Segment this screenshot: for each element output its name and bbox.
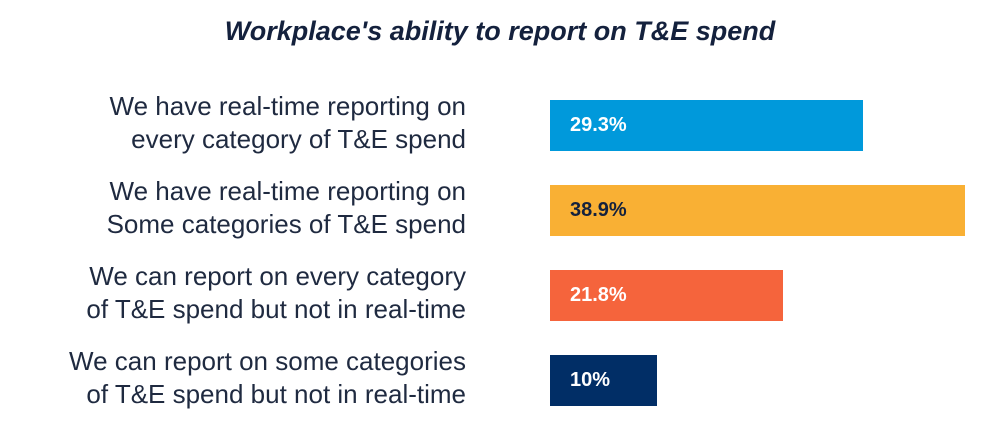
data-label: 38.9% <box>570 199 627 221</box>
data-label: 21.8% <box>570 284 627 306</box>
category-label-line: We can report on some categories <box>69 346 466 376</box>
category-label-line: of T&E spend but not in real-time <box>86 379 466 409</box>
chart-title: Workplace's ability to report on T&E spe… <box>224 16 776 46</box>
category-label-line: We have real-time reporting on <box>109 91 466 121</box>
data-label: 10% <box>570 369 611 391</box>
bar <box>550 100 863 151</box>
category-label-line: We have real-time reporting on <box>109 176 466 206</box>
data-label: 29.3% <box>570 114 627 136</box>
bar <box>550 355 657 406</box>
category-label-line: every category of T&E spend <box>131 124 466 154</box>
bar <box>550 185 965 236</box>
category-label: We have real-time reporting on every cate… <box>0 90 466 156</box>
category-label-line: We can report on every category <box>89 261 466 291</box>
category-label-line: of T&E spend but not in real-time <box>86 294 466 324</box>
bar <box>550 270 783 321</box>
category-label: We can report on some categories of T&E s… <box>0 345 466 411</box>
category-label-line: Some categories of T&E spend <box>106 209 466 239</box>
category-label: We have real-time reporting on Some categ… <box>0 175 466 241</box>
category-label: We can report on every category of T&E sp… <box>0 260 466 326</box>
